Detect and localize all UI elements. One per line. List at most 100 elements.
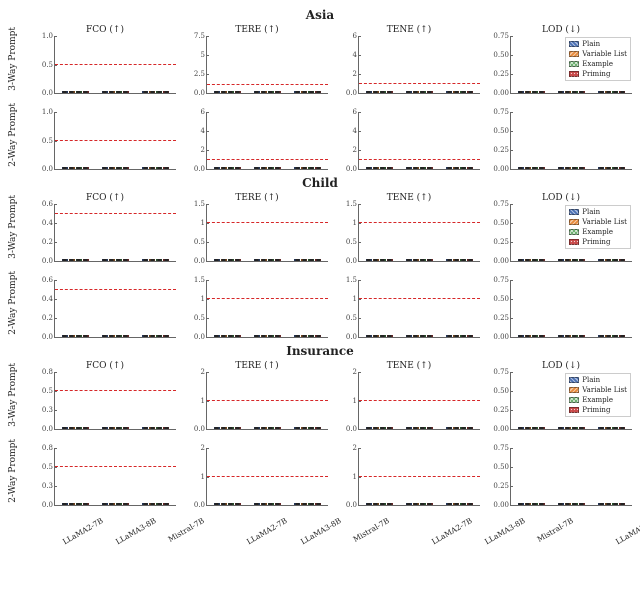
bar-plain xyxy=(406,91,412,93)
bar-group xyxy=(247,259,287,261)
bar-plain xyxy=(406,259,412,261)
bar-varlist xyxy=(525,167,531,169)
bar-example xyxy=(228,259,234,261)
panel-tene: TENE (↑)0.012 xyxy=(338,360,480,430)
bar-varlist xyxy=(109,503,115,505)
bar-group xyxy=(511,427,551,429)
panel-fco: FCO (↑)0.00.30.50.8 xyxy=(34,360,176,430)
panel-lod: LOD (↓)0.000.250.500.75PlainVariable Lis… xyxy=(490,192,632,262)
bar-priming xyxy=(123,167,129,169)
ytick: 4 xyxy=(337,52,357,58)
panel-tere: TERE (↑)0.00.511.5 xyxy=(186,192,328,262)
plot-area: 0.000.250.500.75PlainVariable ListExampl… xyxy=(510,372,632,430)
ytick: 4 xyxy=(185,128,205,134)
ytick: 2 xyxy=(337,71,357,77)
prompt-ylabel: 3-Way Prompt xyxy=(8,195,24,259)
ytick: 0.50 xyxy=(489,388,509,394)
xtick-cell: LLaMA2-7BLLaMA3-8BMistral-7B xyxy=(218,512,392,540)
bar-varlist xyxy=(453,503,459,505)
bar-group xyxy=(136,427,176,429)
panel-tere: 0.012 xyxy=(186,436,328,506)
plot-area: 0.012 xyxy=(206,448,328,506)
bar-plain xyxy=(446,259,452,261)
legend-item: Variable List xyxy=(569,385,627,395)
bar-example xyxy=(380,259,386,261)
xticklabels: LLaMA2-7BLLaMA3-8BMistral-7B xyxy=(423,512,577,540)
bar-varlist xyxy=(109,167,115,169)
bar-plain xyxy=(366,259,372,261)
bar-priming xyxy=(619,167,625,169)
bar-priming xyxy=(123,335,129,337)
bar-plain xyxy=(366,167,372,169)
bar-plain xyxy=(518,427,524,429)
bar-varlist xyxy=(149,167,155,169)
bar-priming xyxy=(163,167,169,169)
bar-group xyxy=(440,503,480,505)
ytick: 1.0 xyxy=(33,109,53,115)
bar-plain xyxy=(294,91,300,93)
bar-group xyxy=(136,503,176,505)
bar-varlist xyxy=(413,91,419,93)
bar-group xyxy=(55,167,95,169)
ytick: 0.75 xyxy=(489,33,509,39)
bar-varlist xyxy=(453,91,459,93)
bar-group xyxy=(95,335,135,337)
bar-priming xyxy=(427,427,433,429)
plot-area: 0.012 xyxy=(358,448,480,506)
bar-group xyxy=(551,335,591,337)
bar-plain xyxy=(254,167,260,169)
xtick-label: LLaMA2-7B xyxy=(246,512,306,563)
bar-example xyxy=(156,427,162,429)
metric-title: LOD (↓) xyxy=(490,360,632,372)
bar-priming xyxy=(467,91,473,93)
metric-title: TENE (↑) xyxy=(338,360,480,372)
bar-example xyxy=(268,259,274,261)
bar-varlist xyxy=(261,427,267,429)
bar-group xyxy=(592,91,632,93)
bar-varlist xyxy=(69,167,75,169)
prompt-ylabel: 3-Way Prompt xyxy=(8,363,24,427)
bar-example xyxy=(420,427,426,429)
bar-varlist xyxy=(605,503,611,505)
bar-varlist xyxy=(605,259,611,261)
bar-plain xyxy=(446,503,452,505)
plot-area: 0.00.30.50.8 xyxy=(54,448,176,506)
bar-varlist xyxy=(413,503,419,505)
bar-plain xyxy=(366,335,372,337)
bar-plain xyxy=(214,503,220,505)
ytick: 0.00 xyxy=(489,90,509,96)
bar-plain xyxy=(254,91,260,93)
plot-area: 0.00.20.40.6 xyxy=(54,204,176,262)
bar-priming xyxy=(275,259,281,261)
bar-group xyxy=(55,427,95,429)
bar-group xyxy=(136,91,176,93)
bar-varlist xyxy=(221,167,227,169)
legend-label: Example xyxy=(582,395,613,405)
ytick: 0.25 xyxy=(489,239,509,245)
metric-title xyxy=(34,268,176,280)
bar-plain xyxy=(254,259,260,261)
metric-title xyxy=(186,268,328,280)
metric-title: LOD (↓) xyxy=(490,24,632,36)
bar-group xyxy=(288,335,328,337)
ytick: 0.4 xyxy=(33,296,53,302)
ytick: 0.3 xyxy=(33,407,53,413)
bar-varlist xyxy=(261,167,267,169)
metric-title xyxy=(490,436,632,448)
bar-varlist xyxy=(453,167,459,169)
bar-example xyxy=(156,503,162,505)
bar-priming xyxy=(579,167,585,169)
bar-example xyxy=(420,91,426,93)
bar-example xyxy=(76,91,82,93)
xtick-label: LLaMA2-7B xyxy=(61,512,121,563)
bar-priming xyxy=(579,91,585,93)
bar-priming xyxy=(315,91,321,93)
bar-example xyxy=(76,167,82,169)
bar-plain xyxy=(142,335,148,337)
bar-example xyxy=(268,427,274,429)
row-grid: 3-Way PromptFCO (↑)0.00.30.50.8TERE (↑)0… xyxy=(8,360,632,430)
legend-label: Priming xyxy=(582,237,610,247)
bar-groups xyxy=(55,204,176,261)
bar-plain xyxy=(558,167,564,169)
legend-swatch xyxy=(569,377,579,383)
